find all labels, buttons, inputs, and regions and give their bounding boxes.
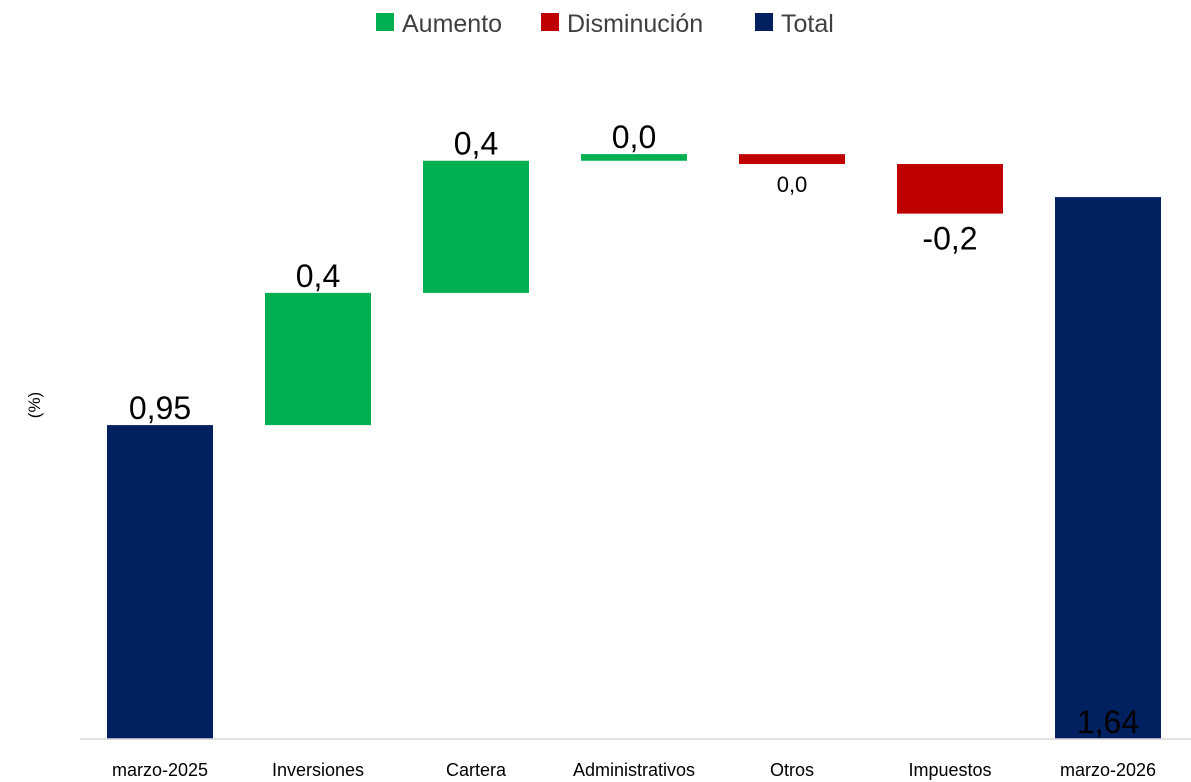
legend-swatch-decrease (541, 13, 559, 31)
category-label-marzo-2025: marzo-2025 (112, 760, 208, 780)
bar-inversiones (265, 292, 371, 426)
category-labels: marzo-2025 Inversiones Cartera Administrati… (112, 760, 1156, 780)
data-label-marzo-2025: 0,95 (129, 390, 191, 426)
value-labels: 0,95 0,4 0,4 0,0 0,0 -0,2 1,64 (129, 119, 1139, 740)
data-label-cartera: 0,4 (454, 126, 498, 162)
bar-impuestos (897, 164, 1003, 214)
bar-cartera (423, 160, 529, 293)
category-label-otros: Otros (770, 760, 814, 780)
data-label-administrativos: 0,0 (612, 119, 656, 155)
bar-marzo-2026 (1055, 197, 1161, 739)
legend: Aumento Disminución Total (376, 10, 834, 38)
data-label-otros: 0,0 (777, 172, 808, 197)
data-label-marzo-2026: 1,64 (1077, 704, 1139, 740)
category-label-inversiones: Inversiones (272, 760, 364, 780)
legend-swatch-increase (376, 13, 394, 31)
bar-administrativos (581, 154, 687, 161)
category-label-administrativos: Administrativos (573, 760, 695, 780)
legend-label-decrease: Disminución (567, 10, 703, 38)
category-label-impuestos: Impuestos (908, 760, 991, 780)
y-axis-label: (%) (25, 392, 44, 418)
legend-label-total: Total (781, 10, 834, 38)
data-label-impuestos: -0,2 (922, 221, 977, 257)
legend-swatch-total (755, 13, 773, 31)
legend-label-increase: Aumento (402, 10, 502, 38)
bars (107, 154, 1161, 739)
bar-otros (739, 154, 845, 165)
category-label-cartera: Cartera (446, 760, 507, 780)
bar-marzo-2025 (107, 425, 213, 739)
data-label-inversiones: 0,4 (296, 258, 340, 294)
category-label-marzo-2026: marzo-2026 (1060, 760, 1156, 780)
